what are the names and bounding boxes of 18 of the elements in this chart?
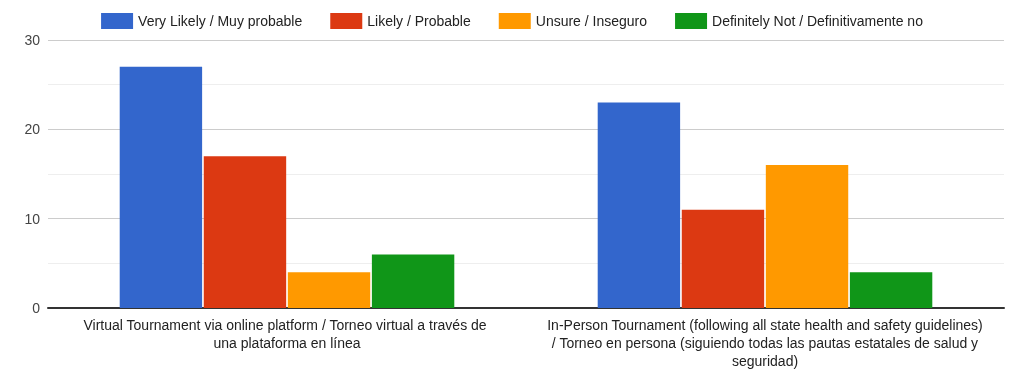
legend-label: Definitely Not / Definitivamente no — [712, 13, 924, 29]
x-tick-label: Virtual Tournament via online platform / Torneo virtual a través de una plataforma en línea — [83, 317, 491, 351]
bar — [203, 156, 287, 308]
bar — [765, 165, 849, 308]
bar — [287, 272, 371, 308]
bar — [119, 66, 203, 308]
legend-label: Very Likely / Muy probable — [138, 13, 303, 29]
bar — [597, 102, 681, 308]
legend-label: Unsure / Inseguro — [535, 13, 648, 29]
x-tick-label: In-Person Tournament (following all state health and safety guidelines) / Torneo en persona (siguiendo todas las pautas estatales de salud y seguridad) — [547, 317, 983, 369]
bar — [371, 254, 455, 308]
y-tick-label: 30 — [24, 32, 41, 48]
legend-label: Likely / Probable — [367, 13, 471, 29]
bar — [681, 209, 765, 308]
y-tick-label: 0 — [32, 300, 41, 316]
y-tick-label: 10 — [24, 210, 41, 227]
bar — [849, 272, 933, 308]
y-tick-label: 20 — [24, 121, 41, 138]
